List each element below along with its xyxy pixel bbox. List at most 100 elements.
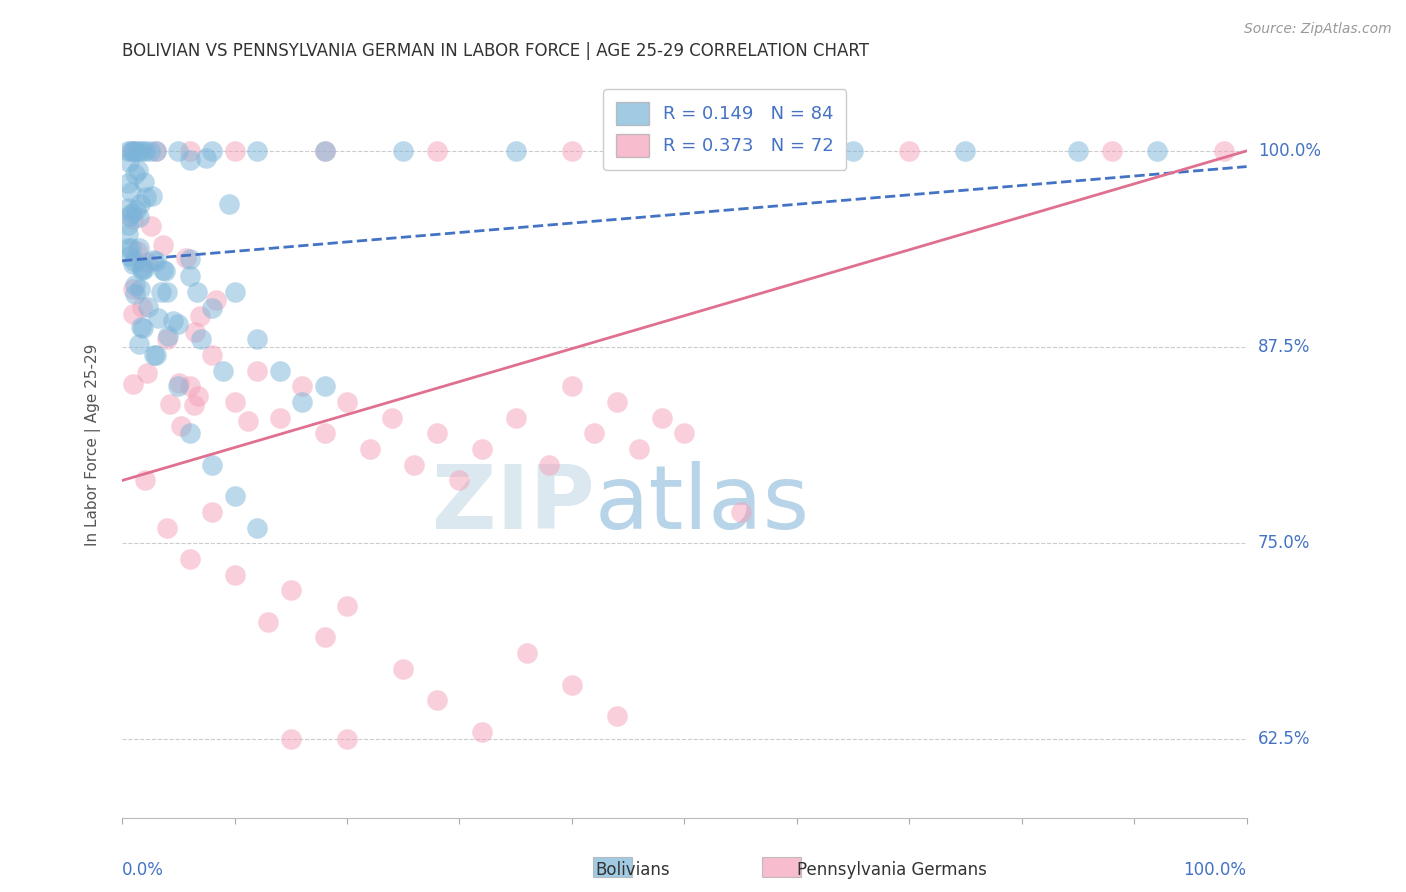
Point: [224, 567, 246, 582]
Point: [122, 144, 145, 158]
Point: [898, 144, 921, 158]
Point: [135, 366, 157, 380]
Text: 87.5%: 87.5%: [1258, 338, 1310, 356]
Point: [246, 363, 269, 377]
Point: [505, 144, 527, 158]
Point: [224, 489, 246, 503]
Point: [120, 241, 142, 255]
Point: [179, 252, 201, 266]
Point: [179, 153, 201, 167]
Point: [127, 163, 149, 178]
Point: [628, 442, 651, 456]
Point: [145, 348, 167, 362]
Point: [538, 458, 561, 472]
Point: [955, 144, 977, 158]
Point: [117, 241, 139, 255]
Point: [471, 724, 494, 739]
Point: [183, 398, 205, 412]
Point: [167, 379, 190, 393]
Point: [381, 410, 404, 425]
Point: [152, 238, 174, 252]
Text: Source: ZipAtlas.com: Source: ZipAtlas.com: [1244, 22, 1392, 37]
Point: [167, 317, 190, 331]
Point: [257, 615, 280, 629]
Point: [124, 144, 146, 158]
Point: [122, 144, 145, 158]
Point: [117, 227, 139, 241]
Text: BOLIVIAN VS PENNSYLVANIA GERMAN IN LABOR FORCE | AGE 25-29 CORRELATION CHART: BOLIVIAN VS PENNSYLVANIA GERMAN IN LABOR…: [122, 42, 869, 60]
Point: [336, 395, 359, 409]
Point: [359, 442, 381, 456]
Text: 75.0%: 75.0%: [1258, 534, 1310, 552]
Point: [246, 144, 269, 158]
Point: [143, 348, 166, 362]
Point: [212, 363, 235, 377]
Point: [125, 244, 148, 259]
Point: [392, 144, 415, 158]
Point: [673, 426, 696, 441]
Point: [291, 379, 314, 393]
Point: [1101, 144, 1123, 158]
Point: [132, 321, 155, 335]
Point: [1067, 144, 1090, 158]
Point: [516, 646, 538, 660]
Point: [142, 253, 165, 268]
Point: [124, 167, 146, 181]
Text: 0.0%: 0.0%: [122, 861, 165, 879]
Point: [224, 285, 246, 300]
Point: [131, 300, 153, 314]
Point: [128, 196, 150, 211]
Point: [471, 442, 494, 456]
Point: [131, 144, 153, 158]
Point: [162, 314, 184, 328]
Point: [156, 285, 179, 300]
Text: 100.0%: 100.0%: [1258, 142, 1320, 160]
Point: [392, 662, 415, 676]
Point: [117, 176, 139, 190]
Point: [236, 414, 259, 428]
Point: [201, 144, 224, 158]
Point: [122, 212, 145, 227]
Point: [129, 282, 152, 296]
Point: [118, 155, 141, 169]
Point: [426, 426, 449, 441]
Point: [135, 190, 157, 204]
Point: [730, 144, 752, 158]
Point: [269, 410, 291, 425]
Legend: R = 0.149   N = 84, R = 0.373   N = 72: R = 0.149 N = 84, R = 0.373 N = 72: [603, 89, 846, 169]
Point: [314, 144, 336, 158]
Point: [124, 254, 146, 268]
Point: [291, 395, 314, 409]
Point: [179, 269, 201, 284]
Point: [606, 709, 628, 723]
Point: [124, 203, 146, 218]
Point: [449, 474, 471, 488]
Point: [314, 379, 336, 393]
Point: [159, 397, 181, 411]
Point: [145, 144, 167, 158]
Point: [314, 144, 336, 158]
Point: [280, 583, 302, 598]
Point: [186, 285, 208, 299]
Point: [167, 376, 190, 390]
Point: [122, 377, 145, 392]
Point: [153, 263, 176, 277]
Point: [117, 249, 139, 263]
Point: [120, 144, 142, 158]
Point: [269, 363, 291, 377]
Point: [179, 379, 201, 393]
Point: [134, 144, 156, 158]
Point: [842, 144, 865, 158]
Point: [117, 144, 139, 158]
Point: [314, 631, 336, 645]
Y-axis label: In Labor Force | Age 25-29: In Labor Force | Age 25-29: [86, 344, 101, 547]
Text: atlas: atlas: [595, 461, 810, 549]
Point: [505, 410, 527, 425]
Point: [156, 332, 179, 346]
Point: [117, 219, 139, 233]
Point: [134, 474, 156, 488]
Point: [124, 286, 146, 301]
Point: [1213, 144, 1236, 158]
Point: [179, 552, 201, 566]
Point: [145, 144, 167, 158]
